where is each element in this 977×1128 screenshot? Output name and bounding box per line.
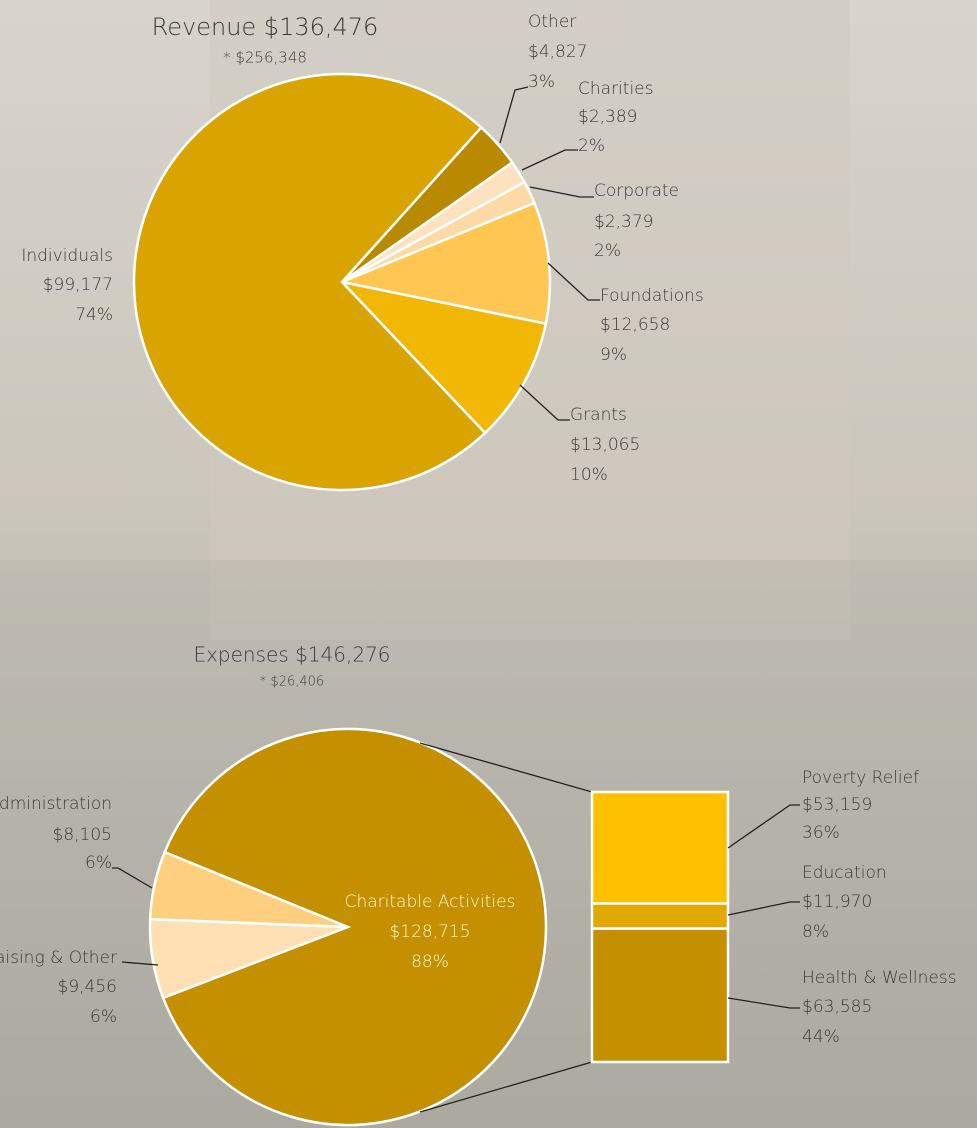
slice-label: 44%	[802, 1027, 840, 1047]
chart-subtitle: * $26,406	[260, 675, 324, 690]
slice-label: $13,065	[570, 435, 640, 455]
slice-label: Education	[802, 863, 887, 883]
slice-label: 88%	[411, 952, 449, 972]
slice-label: Administration	[0, 794, 112, 814]
slice-label: Charitable Activities	[345, 892, 516, 912]
slice-label: $8,105	[53, 825, 112, 845]
bar-segment	[592, 929, 728, 1062]
slice-label: 10%	[570, 465, 608, 485]
slice-label: $99,177	[43, 275, 113, 295]
slice-label: $9,456	[58, 977, 117, 997]
slice-label: Fundraising & Other	[0, 948, 117, 968]
chart-title: Revenue $136,476	[152, 13, 379, 41]
slice-label: $12,658	[600, 315, 670, 335]
slice-label: 6%	[90, 1007, 117, 1027]
chart-title: Expenses $146,276	[193, 643, 390, 667]
page: Revenue $136,476 * $256,348 Expenses $14…	[0, 0, 977, 1128]
slice-label: 74%	[75, 305, 113, 325]
bar-segment	[592, 904, 728, 929]
slice-label: Charities	[578, 79, 653, 99]
slice-label: $53,159	[802, 795, 872, 815]
slice-label: Health & Wellness	[802, 968, 957, 988]
slice-label: Individuals	[21, 246, 113, 266]
slice-label: $128,715	[389, 922, 470, 942]
slice-label: $2,389	[578, 107, 637, 127]
chart-subtitle: * $256,348	[223, 49, 307, 67]
slice-label: Other	[528, 12, 576, 32]
slice-label: $63,585	[802, 997, 872, 1017]
slice-label: 6%	[85, 853, 112, 873]
bar-segment	[592, 792, 728, 904]
slice-label: Corporate	[594, 181, 679, 201]
slice-label: 2%	[578, 136, 605, 156]
slice-label: Grants	[570, 405, 627, 425]
slice-label: Foundations	[600, 286, 704, 306]
slice-label: 8%	[802, 922, 829, 942]
slice-label: Poverty Relief	[802, 768, 919, 788]
slice-label: $11,970	[802, 892, 872, 912]
slice-label: 36%	[802, 823, 840, 843]
slice-label: 2%	[594, 241, 621, 261]
slice-label: 3%	[528, 72, 555, 92]
slice-label: 9%	[600, 345, 627, 365]
chart: Revenue $136,476 * $256,348 Expenses $14…	[0, 0, 977, 1128]
slice-label: $2,379	[594, 212, 653, 232]
slice-label: $4,827	[528, 42, 587, 62]
